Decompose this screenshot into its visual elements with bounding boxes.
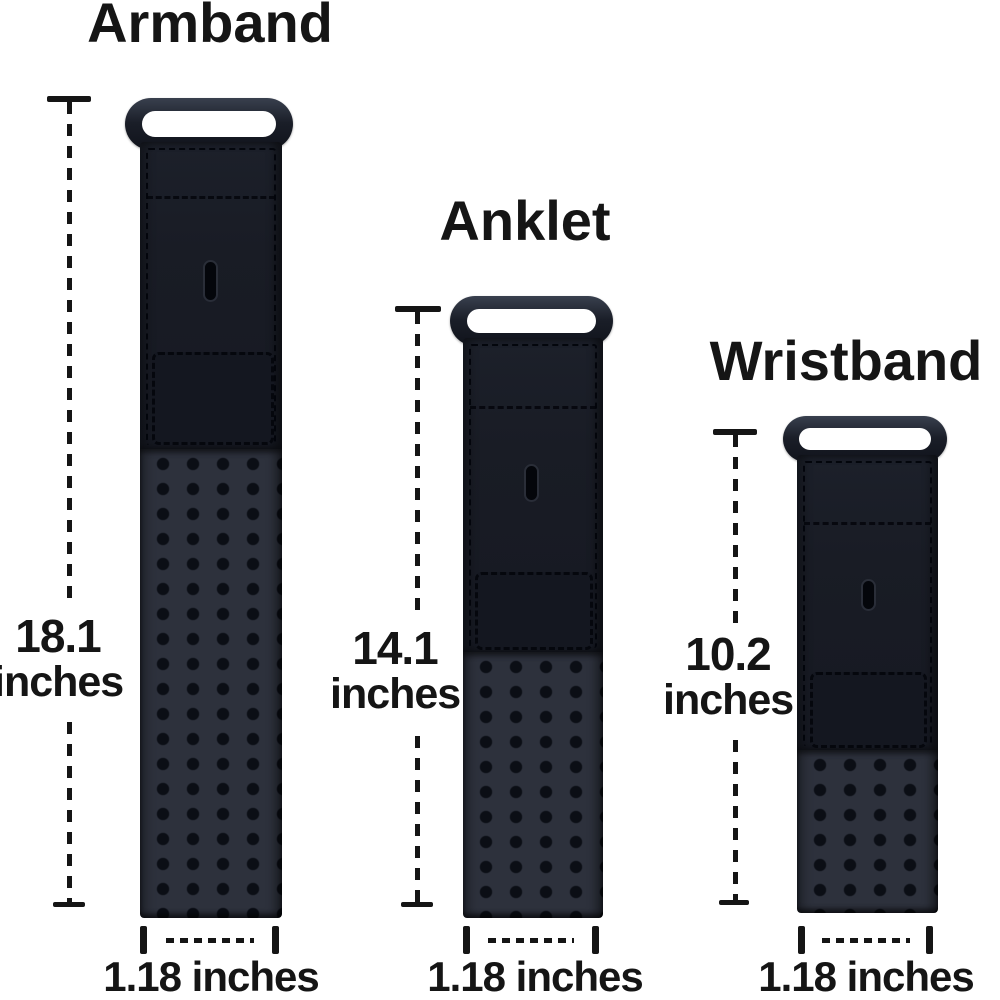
buckle-loop-opening (467, 309, 596, 333)
length-dimension-bottom-bar (401, 902, 433, 907)
stitch-border (146, 148, 276, 445)
width-dimension-line (822, 938, 910, 943)
length-dimension-bottom-bar (53, 902, 85, 907)
length-dimension-line-upper (415, 312, 420, 620)
stitch-border (469, 344, 597, 648)
length-dimension-top-bar (713, 429, 757, 435)
stitched-patch (475, 572, 593, 650)
fold-seam-stitch (147, 196, 275, 199)
length-dimension-line-lower (415, 736, 420, 904)
width-dimension-left-tick (463, 926, 470, 954)
width-label: 1.18 inches (103, 953, 319, 1000)
buckle-loop (450, 296, 613, 346)
width-dimension-right-tick (926, 926, 933, 954)
length-dimension-top-bar (395, 306, 441, 312)
length-dimension-bottom-bar (719, 900, 749, 905)
buckle-loop (125, 98, 293, 150)
length-value: 14.1 (352, 622, 439, 674)
length-unit: inches (663, 676, 794, 724)
width-label: 1.18 inches (758, 953, 974, 1000)
width-dimension-right-tick (272, 926, 279, 954)
length-dimension-line-lower (733, 740, 738, 902)
length-dimension-line-upper (733, 435, 738, 625)
length-dimension-top-bar (47, 96, 91, 102)
width-dimension-line (488, 938, 574, 943)
product-title-anklet: Anklet (439, 189, 611, 252)
strap-slot (863, 581, 874, 609)
strap-slot (205, 262, 216, 300)
length-value: 18.1 (15, 610, 102, 662)
stitched-patch (152, 352, 274, 445)
strap-perforated-section (463, 652, 603, 918)
width-dimension-right-tick (592, 926, 599, 954)
length-unit: inches (0, 658, 124, 706)
width-dimension-line (166, 938, 254, 943)
width-dimension-left-tick (798, 926, 805, 954)
product-title-armband: Armband (87, 0, 333, 54)
buckle-loop-opening (799, 428, 931, 450)
length-unit: inches (330, 670, 461, 718)
stitch-border (803, 461, 932, 746)
fold-seam-stitch (470, 406, 596, 409)
product-title-wristband: Wristband (709, 329, 983, 392)
width-dimension-left-tick (140, 926, 147, 954)
length-label: 14.1 inches (330, 622, 461, 718)
strap-slot (526, 466, 537, 500)
width-label: 1.18 inches (427, 953, 643, 1000)
length-label: 10.2 inches (663, 628, 794, 724)
strap-perforated-section (140, 449, 282, 918)
length-label: 18.1 inches (0, 610, 124, 706)
length-dimension-line-upper (67, 102, 72, 605)
stitched-patch (810, 672, 927, 748)
buckle-loop-opening (142, 111, 276, 137)
length-value: 10.2 (685, 628, 772, 680)
buckle-loop (783, 416, 947, 462)
fold-seam-stitch (804, 522, 931, 525)
strap-perforated-section (797, 750, 938, 913)
length-dimension-line-lower (67, 722, 72, 904)
